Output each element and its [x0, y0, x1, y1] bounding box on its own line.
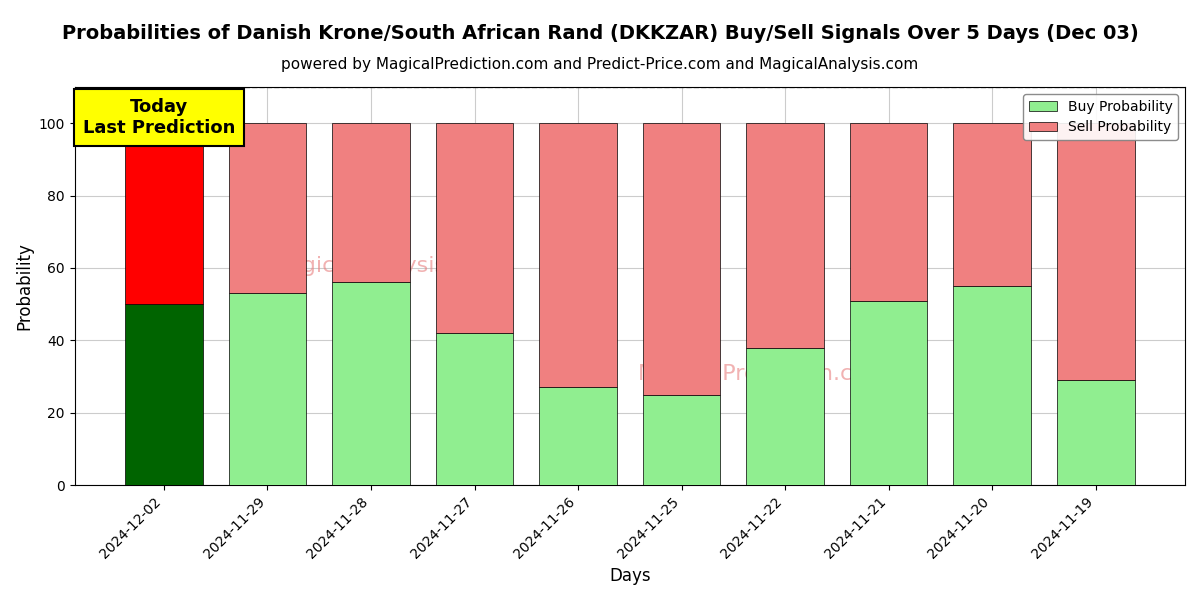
Bar — [953, 286, 1031, 485]
Bar — [643, 395, 720, 485]
Bar — [332, 283, 410, 485]
Text: powered by MagicalPrediction.com and Predict-Price.com and MagicalAnalysis.com: powered by MagicalPrediction.com and Pre… — [281, 57, 919, 72]
Bar — [850, 301, 928, 485]
Bar — [539, 123, 617, 388]
Bar — [229, 293, 306, 485]
Bar — [643, 123, 720, 395]
Text: MagicalPrediction.com: MagicalPrediction.com — [638, 364, 888, 383]
Bar — [539, 388, 617, 485]
Bar — [953, 123, 1031, 286]
Bar — [436, 123, 514, 333]
Bar — [125, 123, 203, 304]
Bar — [1057, 123, 1134, 380]
Legend: Buy Probability, Sell Probability: Buy Probability, Sell Probability — [1024, 94, 1178, 140]
Bar — [1057, 380, 1134, 485]
Text: Today
Last Prediction: Today Last Prediction — [83, 98, 235, 137]
Bar — [229, 123, 306, 293]
Text: Probabilities of Danish Krone/South African Rand (DKKZAR) Buy/Sell Signals Over : Probabilities of Danish Krone/South Afri… — [61, 24, 1139, 43]
X-axis label: Days: Days — [610, 567, 650, 585]
Bar — [332, 123, 410, 283]
Bar — [746, 123, 824, 347]
Y-axis label: Probability: Probability — [16, 242, 34, 330]
Bar — [746, 347, 824, 485]
Bar — [436, 333, 514, 485]
Text: MagicalAnalysis.com: MagicalAnalysis.com — [270, 256, 502, 276]
Bar — [850, 123, 928, 301]
Bar — [125, 304, 203, 485]
